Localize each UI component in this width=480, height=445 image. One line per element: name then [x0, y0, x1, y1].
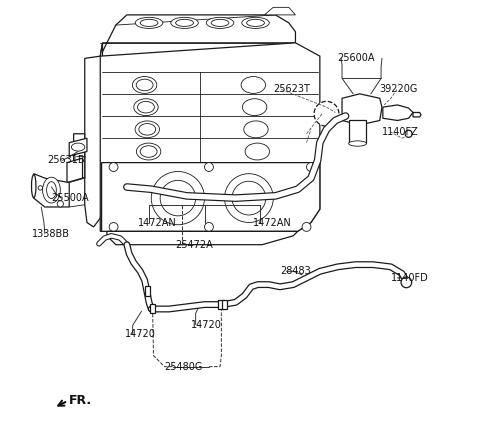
Ellipse shape: [171, 17, 198, 28]
Polygon shape: [69, 138, 87, 156]
Text: FR.: FR.: [69, 394, 92, 407]
Text: 25623T: 25623T: [273, 85, 310, 94]
Polygon shape: [264, 8, 296, 15]
Ellipse shape: [206, 17, 234, 28]
Polygon shape: [383, 105, 413, 121]
Polygon shape: [85, 43, 103, 227]
Text: 25600A: 25600A: [337, 53, 375, 63]
Ellipse shape: [211, 19, 229, 26]
Polygon shape: [102, 162, 320, 231]
Circle shape: [232, 181, 266, 215]
Circle shape: [401, 277, 412, 288]
Circle shape: [225, 174, 273, 222]
Ellipse shape: [242, 17, 269, 28]
Ellipse shape: [135, 121, 159, 138]
Text: 14720: 14720: [191, 320, 222, 330]
Circle shape: [109, 222, 118, 231]
Ellipse shape: [132, 77, 157, 93]
Ellipse shape: [242, 99, 267, 116]
Ellipse shape: [72, 143, 85, 151]
FancyBboxPatch shape: [218, 299, 224, 309]
Ellipse shape: [247, 19, 264, 26]
Ellipse shape: [140, 146, 157, 157]
Polygon shape: [107, 231, 298, 245]
Text: 25480G: 25480G: [165, 362, 203, 372]
FancyBboxPatch shape: [145, 287, 150, 296]
Ellipse shape: [43, 177, 60, 203]
Text: 39220G: 39220G: [380, 85, 418, 94]
Polygon shape: [100, 15, 296, 56]
Ellipse shape: [47, 182, 56, 198]
Ellipse shape: [138, 101, 155, 113]
Text: 14720: 14720: [125, 329, 156, 339]
Ellipse shape: [32, 174, 36, 198]
Ellipse shape: [348, 141, 366, 146]
Circle shape: [151, 171, 204, 225]
Polygon shape: [348, 121, 366, 143]
Text: 1472AN: 1472AN: [253, 218, 292, 227]
Circle shape: [57, 201, 63, 207]
Circle shape: [307, 162, 315, 171]
Text: 28483: 28483: [280, 266, 311, 276]
Text: 1472AN: 1472AN: [138, 218, 177, 227]
Text: 25631B: 25631B: [47, 155, 84, 166]
Ellipse shape: [140, 19, 158, 26]
Text: 25500A: 25500A: [51, 193, 89, 203]
Polygon shape: [67, 158, 83, 182]
Text: 1140FZ: 1140FZ: [382, 126, 419, 137]
Circle shape: [405, 130, 412, 138]
FancyBboxPatch shape: [149, 303, 155, 313]
Circle shape: [204, 162, 214, 171]
Circle shape: [109, 162, 118, 171]
FancyBboxPatch shape: [222, 299, 227, 309]
Ellipse shape: [134, 99, 158, 116]
Ellipse shape: [245, 143, 269, 160]
Circle shape: [160, 180, 196, 216]
Text: 1338BB: 1338BB: [32, 229, 70, 239]
Polygon shape: [413, 113, 421, 117]
Circle shape: [204, 222, 214, 231]
Polygon shape: [34, 174, 69, 207]
Text: 25472A: 25472A: [176, 240, 214, 250]
Ellipse shape: [135, 17, 163, 28]
Circle shape: [314, 101, 339, 126]
Polygon shape: [342, 94, 382, 125]
Polygon shape: [72, 134, 85, 178]
Circle shape: [38, 186, 43, 190]
Ellipse shape: [136, 79, 153, 91]
Text: 1140FD: 1140FD: [391, 273, 429, 283]
Ellipse shape: [176, 19, 193, 26]
Ellipse shape: [244, 121, 268, 138]
Ellipse shape: [136, 143, 161, 160]
Circle shape: [302, 222, 311, 231]
Ellipse shape: [139, 124, 156, 135]
Polygon shape: [100, 43, 320, 231]
Ellipse shape: [241, 77, 265, 93]
